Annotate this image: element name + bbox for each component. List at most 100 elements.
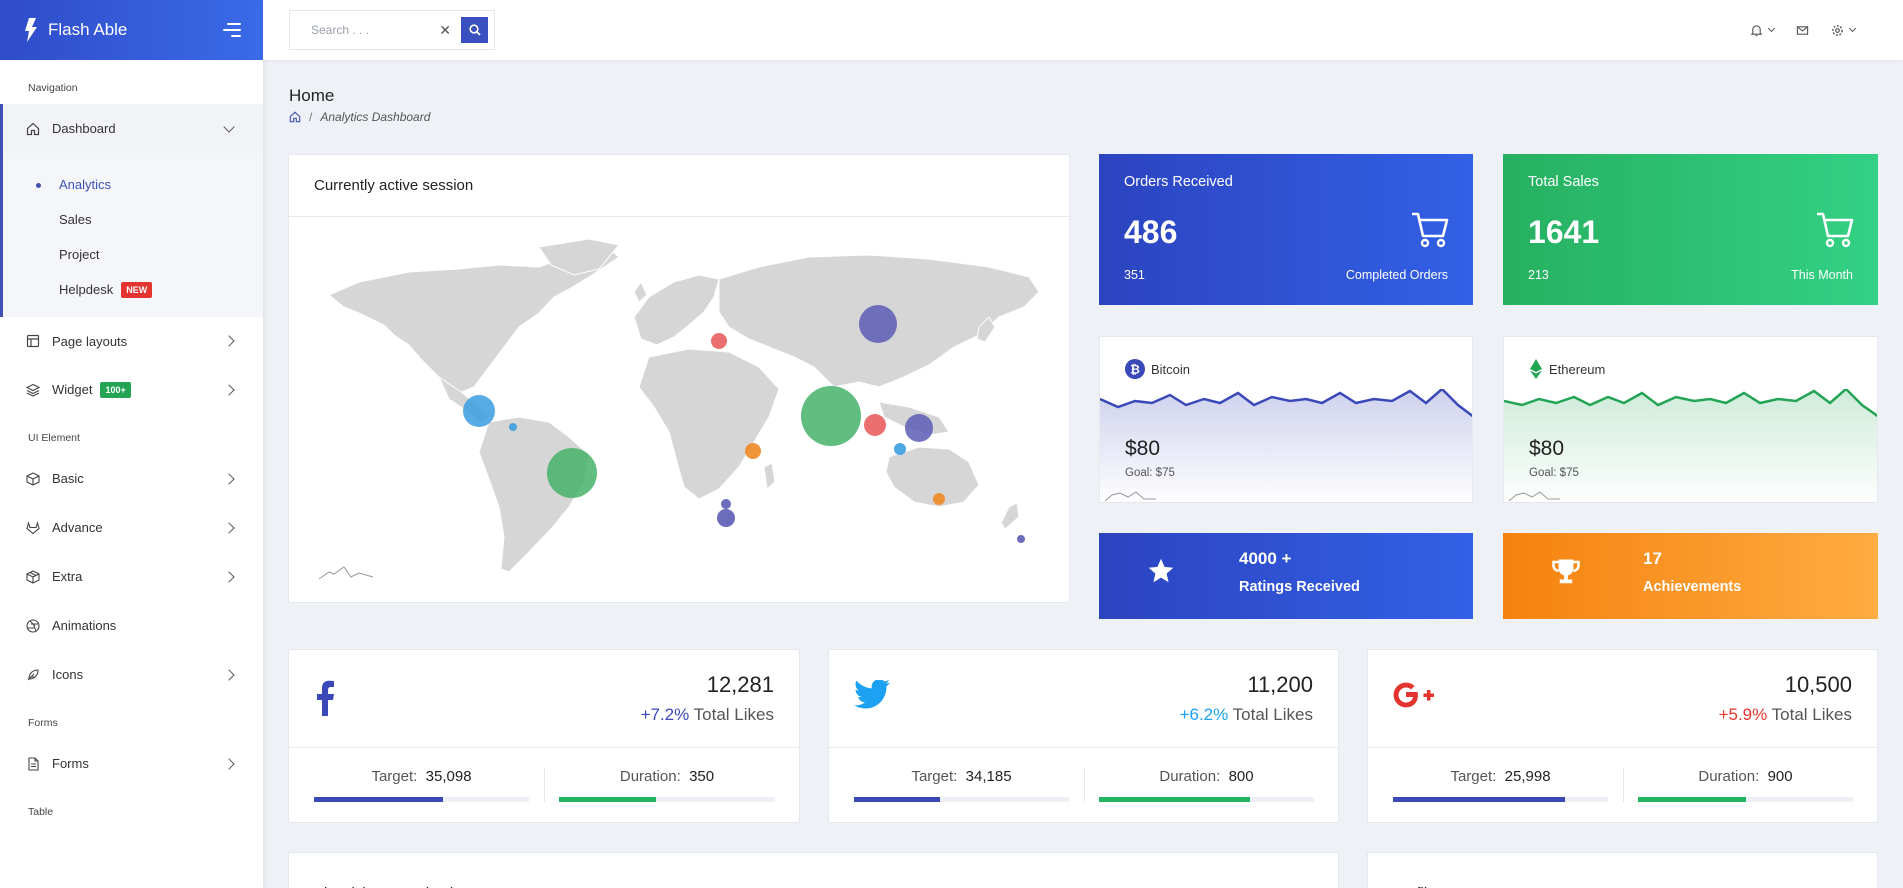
- sidebar-item-basic[interactable]: Basic: [0, 454, 263, 503]
- breadcrumb-current[interactable]: Analytics Dashboard: [320, 110, 431, 124]
- brand-name[interactable]: Flash Able: [48, 20, 128, 39]
- ethereum-sparkline: [1504, 389, 1877, 502]
- ratings-label: Ratings Received: [1239, 579, 1360, 595]
- search-button[interactable]: [461, 17, 488, 43]
- target-progress-bar: [1393, 797, 1608, 802]
- breadcrumb: / Analytics Dashboard: [289, 110, 430, 124]
- facebook-count: 12,281: [706, 672, 774, 697]
- sidebar-item-forms[interactable]: Forms: [0, 739, 263, 788]
- map-marker: [721, 499, 731, 509]
- target-value: 34,185: [965, 768, 1012, 785]
- achievements-label: Achievements: [1643, 579, 1742, 595]
- duration-progress-bar: [1099, 797, 1314, 802]
- home-icon[interactable]: [289, 111, 301, 123]
- dashboard-submenu: Analytics Sales Project Helpdesk NEW: [0, 153, 263, 317]
- sales-value: 1641: [1528, 214, 1600, 250]
- map-marker: [801, 386, 861, 446]
- card-title: Ethereum: [1529, 359, 1605, 379]
- feather-icon: [26, 668, 40, 682]
- chevron-down-icon: [1848, 24, 1857, 33]
- trophy-icon: [1552, 559, 1580, 584]
- google-count: 10,500: [1784, 672, 1852, 697]
- bitcoin-value: $80: [1125, 437, 1161, 460]
- target-value: 35,098: [425, 768, 472, 785]
- likes-line: +6.2% Total Likes: [1180, 705, 1313, 725]
- box-icon: [26, 471, 40, 486]
- achievements-card: 17 Achievements: [1503, 533, 1878, 619]
- sidebar-item-widget[interactable]: Widget 100+: [0, 365, 263, 414]
- chevron-right-icon: [223, 472, 235, 485]
- messages-button[interactable]: [1796, 24, 1809, 37]
- sales-left-value: 213: [1528, 268, 1549, 282]
- search-box: ✕: [289, 10, 495, 50]
- sidebar-item-icons[interactable]: Icons: [0, 650, 263, 699]
- map-marker: [1017, 535, 1025, 543]
- sidebar-item-label: Advance: [52, 520, 103, 535]
- target-value: 25,998: [1504, 768, 1551, 785]
- bitcoin-label: Bitcoin: [1151, 361, 1191, 377]
- map-marker: [745, 443, 761, 459]
- chevron-right-icon: [223, 335, 235, 347]
- page-title: Home: [289, 86, 335, 105]
- shopping-cart-icon: [1817, 212, 1854, 248]
- sidebar-item-label: Animations: [52, 618, 117, 633]
- breadcrumb-separator: /: [309, 110, 313, 124]
- search-input[interactable]: [311, 23, 431, 37]
- sidebar-item-label: Forms: [52, 756, 89, 771]
- duration-value: 900: [1767, 768, 1793, 785]
- progress-fill: [1393, 797, 1565, 802]
- package-icon: [26, 569, 40, 584]
- sidebar-item-dashboard[interactable]: Dashboard: [0, 104, 263, 153]
- file-text-icon: [26, 756, 40, 771]
- likes-label: Total Likes: [693, 705, 774, 724]
- duration-metric: Duration: 800: [1099, 768, 1314, 785]
- submenu-item-helpdesk[interactable]: Helpdesk NEW: [3, 272, 263, 307]
- divider: [544, 768, 545, 802]
- sidebar-item-label: Extra: [52, 569, 83, 584]
- mail-icon: [1796, 25, 1809, 35]
- map-marker: [933, 493, 945, 505]
- duration-label: Duration:: [1159, 768, 1221, 785]
- sidebar-item-label: Page layouts: [52, 333, 128, 349]
- bell-icon: [1750, 24, 1763, 36]
- layout-icon: [26, 334, 40, 348]
- card-title: Orders Received: [1124, 174, 1233, 190]
- card-title: Total Sales: [1528, 174, 1599, 190]
- chevron-right-icon: [223, 521, 235, 534]
- sidebar-item-advance[interactable]: Advance: [0, 503, 263, 552]
- orders-value: 486: [1124, 214, 1178, 250]
- target-label: Target:: [371, 768, 418, 785]
- sidebar-item-animations[interactable]: Animations: [0, 601, 263, 650]
- notifications-dropdown[interactable]: [1750, 24, 1776, 37]
- star-icon: [1148, 558, 1174, 583]
- likes-line: +5.9% Total Likes: [1719, 705, 1852, 725]
- submenu-item-analytics[interactable]: Analytics: [3, 167, 263, 202]
- menu-toggle-icon[interactable]: [223, 23, 241, 37]
- settings-dropdown[interactable]: [1831, 24, 1857, 37]
- submenu-item-sales[interactable]: Sales: [59, 212, 92, 227]
- world-map: [318, 238, 1040, 580]
- facebook-stats-card: 12,281 +7.2% Total Likes Target: 35,098 …: [288, 649, 800, 823]
- sidebar-item-page-layouts[interactable]: Page layouts: [0, 317, 263, 365]
- card-title: Site visitors session log: [289, 853, 1338, 888]
- bitcoin-sparkline: [1100, 389, 1472, 502]
- nav-caption-table: Table: [28, 806, 54, 818]
- chart-watermark-icon: [318, 566, 374, 580]
- card-title: ₿ Bitcoin: [1125, 359, 1190, 379]
- duration-label: Duration:: [1698, 768, 1760, 785]
- close-icon[interactable]: ✕: [439, 21, 451, 38]
- sidebar-item-extra[interactable]: Extra: [0, 552, 263, 601]
- likes-label: Total Likes: [1771, 705, 1852, 724]
- submenu-item-project[interactable]: Project: [59, 247, 100, 262]
- ethereum-value: $80: [1529, 437, 1565, 460]
- duration-metric: Duration: 900: [1638, 768, 1853, 785]
- nav-caption-forms: Forms: [28, 717, 58, 729]
- progress-fill: [559, 797, 657, 802]
- gitlab-icon: [26, 520, 40, 535]
- chevron-right-icon: [223, 383, 235, 396]
- map-marker: [509, 423, 517, 431]
- duration-value: 350: [689, 768, 715, 785]
- nav-caption-ui-element: UI Element: [28, 432, 80, 444]
- chevron-right-icon: [223, 668, 235, 681]
- map-marker: [463, 395, 495, 427]
